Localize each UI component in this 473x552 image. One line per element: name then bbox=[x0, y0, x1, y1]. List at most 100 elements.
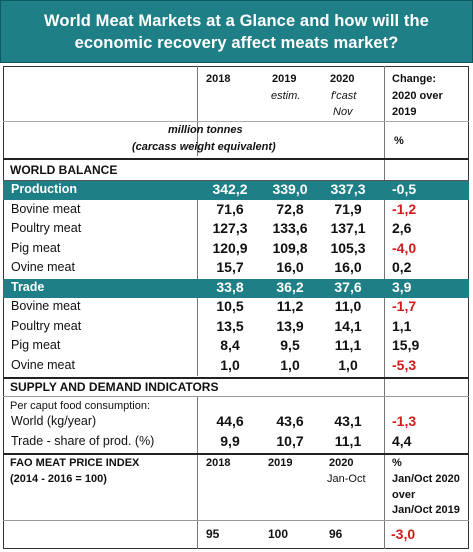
value-change: 3,9 bbox=[392, 278, 412, 295]
column-divider bbox=[197, 180, 198, 376]
table-row: Pig meat 8,4 9,5 11,1 15,9 bbox=[3, 337, 469, 356]
value-change: 4,4 bbox=[392, 432, 412, 449]
value-change: -1,3 bbox=[392, 413, 417, 429]
price-index-2020-sub: Jan-Oct bbox=[327, 473, 366, 485]
header-2020-sub-1: f'cast bbox=[331, 90, 357, 102]
price-index-change-4: Jan/Oct 2019 bbox=[392, 504, 460, 516]
row-label: Trade bbox=[11, 279, 45, 294]
header-change-1: Change: bbox=[392, 73, 436, 85]
divider bbox=[3, 520, 469, 521]
title-banner: World Meat Markets at a Glance and how w… bbox=[0, 0, 473, 63]
value-2019: 339,0 bbox=[272, 181, 308, 197]
value-2020: 137,1 bbox=[330, 220, 366, 236]
row-label: Ovine meat bbox=[11, 357, 75, 372]
value-2018: 8,4 bbox=[220, 337, 240, 353]
value-change: -1,2 bbox=[392, 200, 417, 217]
value-2020: 337,3 bbox=[330, 181, 366, 197]
value-2018: 10,5 bbox=[216, 298, 244, 314]
value-2019: 16,0 bbox=[276, 259, 304, 275]
table-row: Trade - share of prod. (%) 9,9 10,7 11,1 4,4 bbox=[3, 433, 469, 452]
value-2018: 33,8 bbox=[216, 278, 244, 295]
price-index-change-value: -3,0 bbox=[391, 526, 416, 542]
column-divider bbox=[384, 66, 385, 549]
value-2018: 15,7 bbox=[216, 259, 244, 275]
divider bbox=[3, 180, 469, 181]
row-label: Production bbox=[11, 182, 77, 196]
value-2018: 342,2 bbox=[212, 181, 248, 197]
table-row: Bovine meat 10,5 11,2 11,0 -1,7 bbox=[3, 298, 469, 317]
value-change: 15,9 bbox=[392, 337, 420, 353]
table-row: Ovine meat 1,0 1,0 1,0 -5,3 bbox=[3, 357, 469, 376]
row-label: Pig meat bbox=[11, 338, 61, 352]
value-2018: 1,0 bbox=[220, 356, 240, 373]
header-2019: 2019 bbox=[272, 73, 297, 85]
row-label: Poultry meat bbox=[11, 318, 82, 333]
value-2019: 13,9 bbox=[276, 317, 304, 334]
table-row: Poultry meat 13,5 13,9 14,1 1,1 bbox=[3, 318, 469, 337]
value-2020: 37,6 bbox=[334, 278, 362, 295]
units-line-1: million tonnes bbox=[168, 124, 243, 136]
price-index-change-3: over bbox=[392, 489, 416, 501]
value-2020: 11,1 bbox=[334, 337, 362, 353]
row-label: Ovine meat bbox=[11, 260, 75, 274]
value-2019: 36,2 bbox=[276, 278, 304, 295]
value-2019: 43,6 bbox=[276, 413, 304, 429]
value-change: -4,0 bbox=[392, 239, 417, 256]
value-2019: 72,8 bbox=[276, 200, 304, 217]
header-2020: 2020 bbox=[330, 73, 355, 85]
row-label: Bovine meat bbox=[11, 201, 81, 216]
title-line-2: economic recovery affect meats market? bbox=[74, 33, 399, 52]
value-2019: 1,0 bbox=[280, 356, 300, 373]
table-row: Bovine meat 71,6 72,8 71,9 -1,2 bbox=[3, 201, 469, 220]
value-2020: 43,1 bbox=[334, 413, 362, 429]
table-row: Production 342,2 339,0 337,3 -0,5 bbox=[3, 181, 469, 200]
value-2019: 11,2 bbox=[276, 298, 304, 314]
value-2018: 9,9 bbox=[220, 432, 240, 449]
divider bbox=[3, 396, 469, 397]
price-index-2020: 2020 bbox=[329, 457, 354, 469]
units-percent: % bbox=[394, 135, 404, 147]
price-index-change-2: Jan/Oct 2020 bbox=[392, 473, 460, 485]
title-line-1: World Meat Markets at a Glance and how w… bbox=[44, 11, 429, 30]
value-2020: 16,0 bbox=[334, 259, 362, 275]
table-frame bbox=[3, 66, 469, 549]
value-2018: 120,9 bbox=[212, 239, 248, 256]
value-2020: 71,9 bbox=[334, 200, 362, 217]
value-2018: 127,3 bbox=[212, 220, 248, 236]
header-2019-sub: estim. bbox=[271, 90, 301, 102]
price-index-2018: 2018 bbox=[206, 457, 231, 469]
value-change: -5,3 bbox=[392, 356, 417, 373]
price-index-change-1: % bbox=[392, 457, 402, 469]
row-label: Pig meat bbox=[11, 240, 61, 255]
value-2020: 14,1 bbox=[334, 317, 362, 334]
value-2018: 44,6 bbox=[216, 413, 244, 429]
units-line-2: (carcass weight equivalent) bbox=[132, 141, 276, 153]
value-2020: 11,1 bbox=[334, 432, 362, 449]
value-2019: 133,6 bbox=[272, 220, 308, 236]
header-2020-sub-2: Nov bbox=[333, 106, 353, 118]
table-row: Ovine meat 15,7 16,0 16,0 0,2 bbox=[3, 259, 469, 278]
table-row: Trade 33,8 36,2 37,6 3,9 bbox=[3, 278, 469, 298]
price-index-heading-2: (2014 - 2016 = 100) bbox=[10, 473, 107, 485]
table-row: Poultry meat 127,3 133,6 137,1 2,6 bbox=[3, 220, 469, 239]
price-index-heading-1: FAO MEAT PRICE INDEX bbox=[10, 457, 140, 469]
divider bbox=[3, 453, 469, 455]
price-index-2019: 2019 bbox=[268, 457, 293, 469]
value-change: 1,1 bbox=[392, 317, 412, 334]
header-2018: 2018 bbox=[206, 73, 231, 85]
row-label: Bovine meat bbox=[11, 299, 81, 313]
value-change: 2,6 bbox=[392, 220, 412, 236]
value-2019: 109,8 bbox=[272, 239, 308, 256]
supply-demand-heading: SUPPLY AND DEMAND INDICATORS bbox=[10, 380, 219, 394]
row-label: Poultry meat bbox=[11, 221, 82, 235]
value-2018: 13,5 bbox=[216, 317, 244, 334]
divider bbox=[3, 377, 469, 379]
price-index-value-2020: 96 bbox=[329, 527, 343, 541]
row-label: World (kg/year) bbox=[11, 414, 97, 428]
divider bbox=[3, 121, 469, 122]
value-change: 0,2 bbox=[392, 259, 412, 275]
value-change: -0,5 bbox=[392, 181, 417, 197]
value-2020: 105,3 bbox=[330, 239, 366, 256]
column-divider bbox=[197, 66, 198, 156]
price-index-value-2018: 95 bbox=[206, 527, 220, 541]
